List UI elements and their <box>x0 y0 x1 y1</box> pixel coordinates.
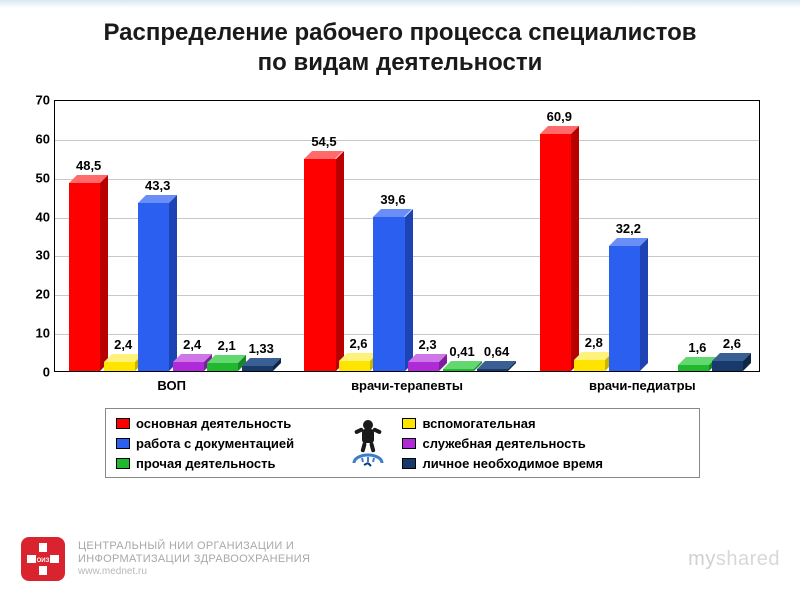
bar-value-label: 54,5 <box>311 134 336 149</box>
bar-value-label: 48,5 <box>76 158 101 173</box>
legend-swatch <box>402 418 416 429</box>
bar-value-label: 2,3 <box>418 337 436 352</box>
bar-chart: 48,5 2,4 43,3 2,4 2,1 1,33 54,5 2,6 39,6 2,3 0,41 0… <box>20 100 760 400</box>
page-title: Распределение рабочего процесса специали… <box>0 0 800 86</box>
legend-item: работа с документацией <box>116 435 334 451</box>
y-tick-label: 10 <box>20 326 50 341</box>
bar <box>443 369 474 371</box>
bar-value-label: 1,33 <box>249 341 274 356</box>
y-tick-label: 40 <box>20 209 50 224</box>
bar <box>609 246 640 371</box>
y-tick-label: 0 <box>20 365 50 380</box>
watermark-my: my <box>688 548 716 570</box>
bar <box>678 365 709 371</box>
bar <box>69 183 100 371</box>
y-tick-label: 60 <box>20 131 50 146</box>
bar <box>477 369 508 371</box>
legend-item: вспомогательная <box>402 415 689 431</box>
x-tick-label: врачи-педиатры <box>589 378 696 393</box>
y-tick-label: 70 <box>20 93 50 108</box>
bar-value-label: 2,4 <box>114 337 132 352</box>
bar-value-label: 1,6 <box>688 340 706 355</box>
bar <box>373 217 404 371</box>
top-gradient-band <box>0 0 800 8</box>
legend-swatch <box>402 438 416 449</box>
bar-value-label: 2,4 <box>183 337 201 352</box>
footer: ОИЗ ЦЕНТРАЛЬНЫЙ НИИ ОРГАНИЗАЦИИ И ИНФОРМ… <box>0 518 800 600</box>
bar-value-label: 2,1 <box>218 338 236 353</box>
legend-swatch <box>116 418 130 429</box>
org-line-2: ИНФОРМАТИЗАЦИИ ЗДРАВООХРАНЕНИЯ <box>78 553 310 566</box>
org-line-1: ЦЕНТРАЛЬНЫЙ НИИ ОРГАНИЗАЦИИ И <box>78 540 310 553</box>
legend-label: служебная деятельность <box>422 436 585 451</box>
plot-area: 48,5 2,4 43,3 2,4 2,1 1,33 54,5 2,6 39,6 2,3 0,41 0… <box>54 100 760 372</box>
bar <box>173 362 204 371</box>
legend: основная деятельность вспомогательная рабо… <box>105 408 700 478</box>
org-logo-icon: ОИЗ <box>20 536 66 582</box>
x-tick-label: ВОП <box>157 378 186 393</box>
bar-value-label: 32,2 <box>616 221 641 236</box>
legend-item: служебная деятельность <box>402 435 689 451</box>
bar-value-label: 2,8 <box>585 335 603 350</box>
bar <box>242 366 273 371</box>
bar <box>712 361 743 371</box>
watermark: myshared <box>688 548 780 571</box>
bar-value-label: 2,6 <box>723 336 741 351</box>
legend-item: личное необходимое время <box>402 455 689 471</box>
legend-swatch <box>116 458 130 469</box>
legend-label: работа с документацией <box>136 436 294 451</box>
footer-left: ОИЗ ЦЕНТРАЛЬНЫЙ НИИ ОРГАНИЗАЦИИ И ИНФОРМ… <box>20 536 310 582</box>
y-tick-label: 20 <box>20 287 50 302</box>
bar <box>207 363 238 371</box>
legend-clipart-icon <box>334 415 403 471</box>
y-tick-label: 30 <box>20 248 50 263</box>
x-tick-label: врачи-терапевты <box>351 378 463 393</box>
bar-value-label: 0,41 <box>449 344 474 359</box>
legend-item: прочая деятельность <box>116 455 334 471</box>
title-line-2: по видам деятельности <box>258 49 543 76</box>
legend-label: прочая деятельность <box>136 456 276 471</box>
bar-value-label: 60,9 <box>547 109 572 124</box>
svg-text:ОИЗ: ОИЗ <box>37 558 50 564</box>
bar <box>304 159 335 371</box>
bar <box>540 134 571 371</box>
y-tick-label: 50 <box>20 170 50 185</box>
bar-value-label: 0,64 <box>484 344 509 359</box>
legend-label: личное необходимое время <box>422 456 603 471</box>
legend-swatch <box>116 438 130 449</box>
bar <box>104 362 135 371</box>
title-line-1: Распределение рабочего процесса специали… <box>103 19 696 46</box>
gridline <box>55 140 759 141</box>
bar-value-label: 2,6 <box>349 336 367 351</box>
watermark-shared: shared <box>716 548 780 570</box>
legend-label: основная деятельность <box>136 416 291 431</box>
bar-value-label: 39,6 <box>380 192 405 207</box>
bar <box>339 361 370 371</box>
legend-label: вспомогательная <box>422 416 535 431</box>
legend-item: основная деятельность <box>116 415 334 431</box>
bar <box>138 203 169 371</box>
bar <box>574 360 605 371</box>
bar-value-label: 43,3 <box>145 178 170 193</box>
legend-swatch <box>402 458 416 469</box>
org-site: www.mednet.ru <box>78 566 310 578</box>
bar <box>408 362 439 371</box>
org-text: ЦЕНТРАЛЬНЫЙ НИИ ОРГАНИЗАЦИИ И ИНФОРМАТИЗ… <box>78 540 310 578</box>
